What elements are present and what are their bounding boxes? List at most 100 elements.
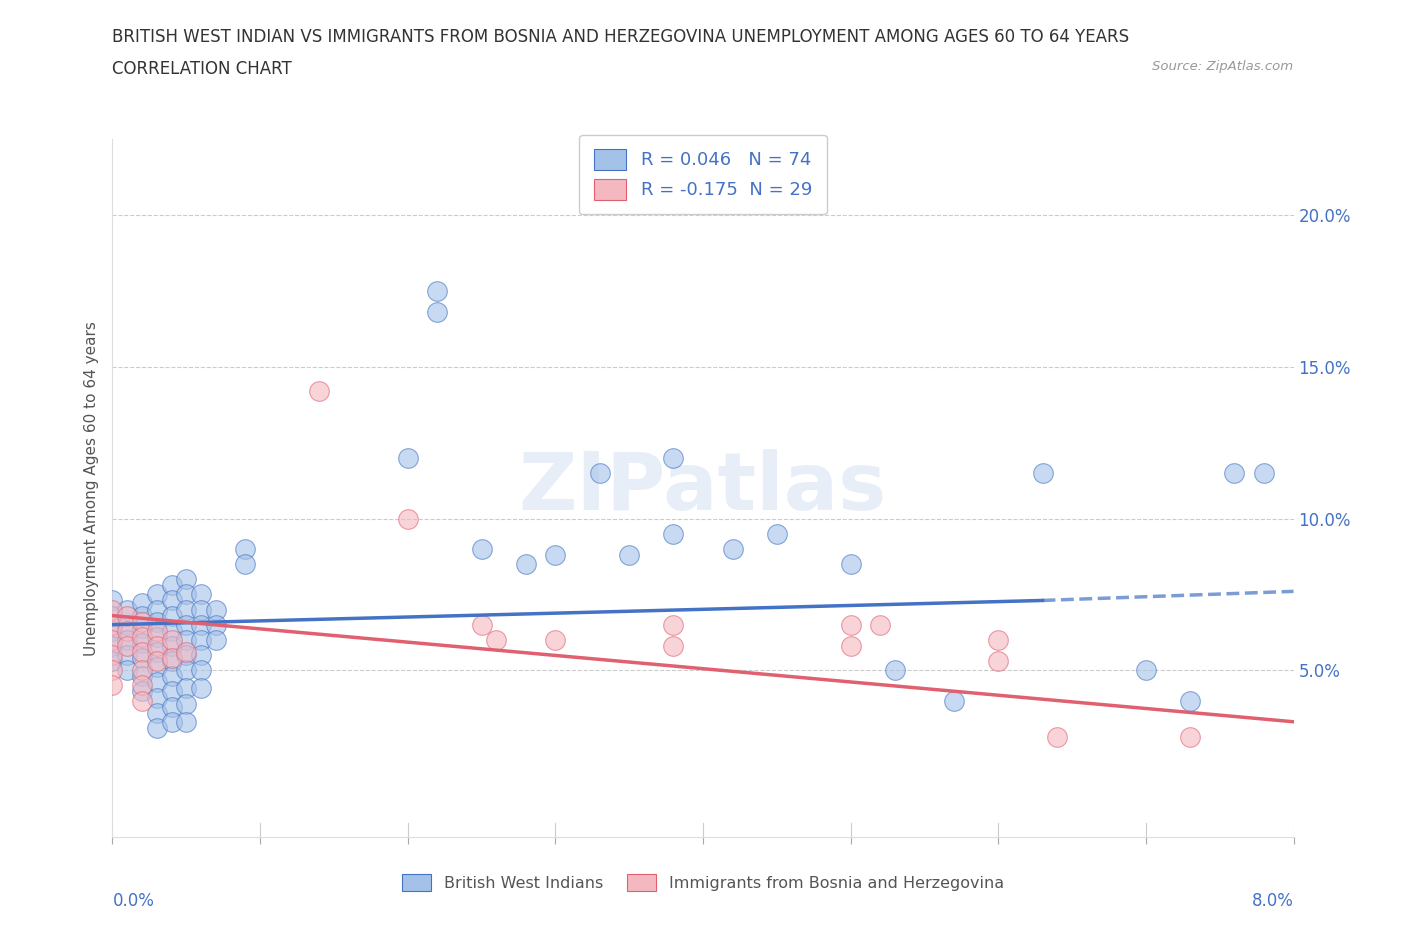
Point: [426, 305, 449, 320]
Point: [117, 623, 138, 638]
Point: [146, 639, 169, 654]
Point: [205, 632, 228, 647]
Point: [174, 587, 197, 602]
Point: [117, 608, 138, 623]
Point: [1223, 466, 1246, 481]
Point: [233, 557, 256, 572]
Point: [117, 632, 138, 647]
Point: [131, 596, 153, 611]
Point: [308, 384, 330, 399]
Point: [101, 647, 124, 662]
Point: [1178, 693, 1201, 708]
Point: [426, 284, 449, 299]
Text: BRITISH WEST INDIAN VS IMMIGRANTS FROM BOSNIA AND HERZEGOVINA UNEMPLOYMENT AMONG: BRITISH WEST INDIAN VS IMMIGRANTS FROM B…: [112, 28, 1129, 46]
Point: [101, 654, 124, 669]
Point: [987, 632, 1010, 647]
Point: [160, 654, 183, 669]
Point: [1046, 729, 1069, 744]
Point: [160, 699, 183, 714]
Point: [190, 618, 212, 632]
Text: 0.0%: 0.0%: [112, 892, 155, 910]
Point: [101, 608, 124, 623]
Point: [101, 623, 124, 638]
Point: [160, 714, 183, 729]
Point: [101, 663, 124, 678]
Point: [160, 651, 183, 666]
Point: [839, 557, 862, 572]
Point: [190, 681, 212, 696]
Point: [174, 697, 197, 711]
Text: CORRELATION CHART: CORRELATION CHART: [112, 60, 292, 78]
Point: [396, 450, 419, 465]
Point: [662, 618, 685, 632]
Point: [619, 548, 641, 563]
Legend: British West Indians, Immigrants from Bosnia and Herzegovina: British West Indians, Immigrants from Bo…: [394, 866, 1012, 898]
Point: [174, 714, 197, 729]
Point: [146, 705, 169, 720]
Point: [101, 678, 124, 693]
Point: [174, 602, 197, 617]
Text: 8.0%: 8.0%: [1251, 892, 1294, 910]
Point: [146, 675, 169, 690]
Point: [839, 639, 862, 654]
Point: [588, 466, 610, 481]
Point: [884, 663, 907, 678]
Point: [117, 647, 138, 662]
Point: [131, 614, 153, 629]
Point: [1253, 466, 1275, 481]
Point: [101, 639, 124, 654]
Point: [174, 618, 197, 632]
Point: [471, 541, 494, 556]
Point: [485, 632, 508, 647]
Point: [160, 632, 183, 647]
Point: [160, 669, 183, 684]
Point: [174, 681, 197, 696]
Point: [101, 593, 124, 608]
Point: [117, 602, 138, 617]
Point: [174, 647, 197, 662]
Point: [174, 644, 197, 659]
Point: [146, 602, 169, 617]
Point: [544, 632, 567, 647]
Point: [662, 450, 685, 465]
Point: [131, 693, 153, 708]
Point: [174, 663, 197, 678]
Point: [160, 639, 183, 654]
Point: [131, 620, 153, 635]
Point: [1178, 729, 1201, 744]
Point: [721, 541, 744, 556]
Point: [662, 639, 685, 654]
Point: [160, 608, 183, 623]
Point: [160, 593, 183, 608]
Point: [190, 647, 212, 662]
Point: [544, 548, 567, 563]
Point: [131, 684, 153, 698]
Point: [101, 602, 124, 617]
Point: [190, 587, 212, 602]
Y-axis label: Unemployment Among Ages 60 to 64 years: Unemployment Among Ages 60 to 64 years: [83, 321, 98, 656]
Point: [117, 618, 138, 632]
Point: [1032, 466, 1054, 481]
Text: Source: ZipAtlas.com: Source: ZipAtlas.com: [1153, 60, 1294, 73]
Point: [131, 678, 153, 693]
Point: [174, 632, 197, 647]
Point: [131, 644, 153, 659]
Point: [205, 618, 228, 632]
Point: [190, 602, 212, 617]
Point: [146, 721, 169, 736]
Point: [146, 623, 169, 638]
Point: [146, 630, 169, 644]
Point: [869, 618, 891, 632]
Point: [471, 618, 494, 632]
Point: [174, 572, 197, 587]
Point: [190, 663, 212, 678]
Point: [131, 608, 153, 623]
Point: [987, 654, 1010, 669]
Point: [146, 587, 169, 602]
Point: [146, 690, 169, 705]
Point: [131, 669, 153, 684]
Point: [146, 654, 169, 669]
Point: [131, 630, 153, 644]
Point: [117, 663, 138, 678]
Point: [146, 644, 169, 659]
